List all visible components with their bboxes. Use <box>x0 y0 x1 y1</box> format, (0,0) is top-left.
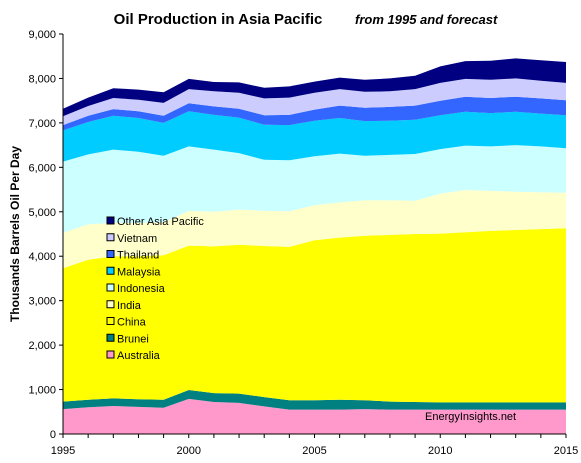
y-tick-label: 2,000 <box>28 340 56 352</box>
legend-label: Thailand <box>117 250 159 262</box>
area-brunei <box>63 390 566 410</box>
y-tick-label: 6,000 <box>28 162 56 174</box>
area-other-asia-pacific <box>63 58 566 117</box>
legend-swatch <box>106 350 115 359</box>
legend-swatch <box>106 333 115 342</box>
legend-swatch <box>106 250 115 258</box>
legend-item-vietnam: Vietnam <box>106 233 157 245</box>
area-vietnam <box>63 78 566 126</box>
legend-label: Other Asia Pacific <box>117 216 204 228</box>
watermark: EnergyInsights.net <box>425 411 516 423</box>
axes: 0 1,000 2,000 3,000 4,000 5,000 6,000 7,000 8,00… <box>28 29 578 457</box>
legend-label: Indonesia <box>117 283 166 295</box>
legend-label: Vietnam <box>117 233 157 245</box>
legend-label: Brunei <box>117 333 149 345</box>
x-tick-label: 2010 <box>428 445 452 457</box>
area-china <box>63 228 566 403</box>
legend-item-other-asia-pacific: Other Asia Pacific <box>106 216 204 228</box>
legend-item-brunei: Brunei <box>106 333 149 345</box>
x-tick-label: 2005 <box>302 445 326 457</box>
y-tick-label: 9,000 <box>28 29 56 41</box>
legend-item-india: India <box>106 300 142 312</box>
legend-swatch <box>106 233 115 242</box>
area-australia <box>63 398 566 434</box>
legend-item-thailand: Thailand <box>106 250 159 262</box>
area-india <box>63 190 566 269</box>
chart-title: Oil Production in Asia Pacific <box>114 11 323 28</box>
x-tick-label: 2000 <box>177 445 201 457</box>
legend-item-indonesia: Indonesia <box>106 283 166 295</box>
y-axis-label: Thousands Barrels Oil Per Day <box>8 146 22 322</box>
y-tick-label: 8,000 <box>28 73 56 85</box>
legend-item-malaysia: Malaysia <box>106 266 161 278</box>
legend-swatch <box>106 317 115 325</box>
area-malaysia <box>63 111 566 162</box>
legend-item-australia: Australia <box>106 350 161 362</box>
chart-subtitle: from 1995 and forecast <box>355 12 498 27</box>
y-tick-label: 0 <box>50 429 56 441</box>
legend-swatch <box>106 216 115 225</box>
x-tick-label: 1995 <box>51 445 75 457</box>
legend-label: China <box>117 317 147 329</box>
legend-swatch <box>106 300 115 309</box>
legend-item-china: China <box>106 317 147 329</box>
area-indonesia <box>63 145 566 233</box>
legend-swatch <box>106 283 115 292</box>
y-tick-label: 1,000 <box>28 385 56 397</box>
legend-label: Australia <box>117 350 161 362</box>
legend-label: Malaysia <box>117 266 161 278</box>
y-tick-label: 4,000 <box>28 251 56 263</box>
legend-label: India <box>117 300 142 312</box>
y-tick-label: 7,000 <box>28 118 56 130</box>
area-thailand <box>63 96 566 131</box>
legend-swatch <box>106 266 115 275</box>
area-layers <box>63 58 566 434</box>
legend: Other Asia Pacific Vietnam Thailand Malaysi… <box>106 216 204 362</box>
y-tick-label: 3,000 <box>28 296 56 308</box>
y-tick-label: 5,000 <box>28 207 56 219</box>
x-tick-label: 2015 <box>554 445 578 457</box>
